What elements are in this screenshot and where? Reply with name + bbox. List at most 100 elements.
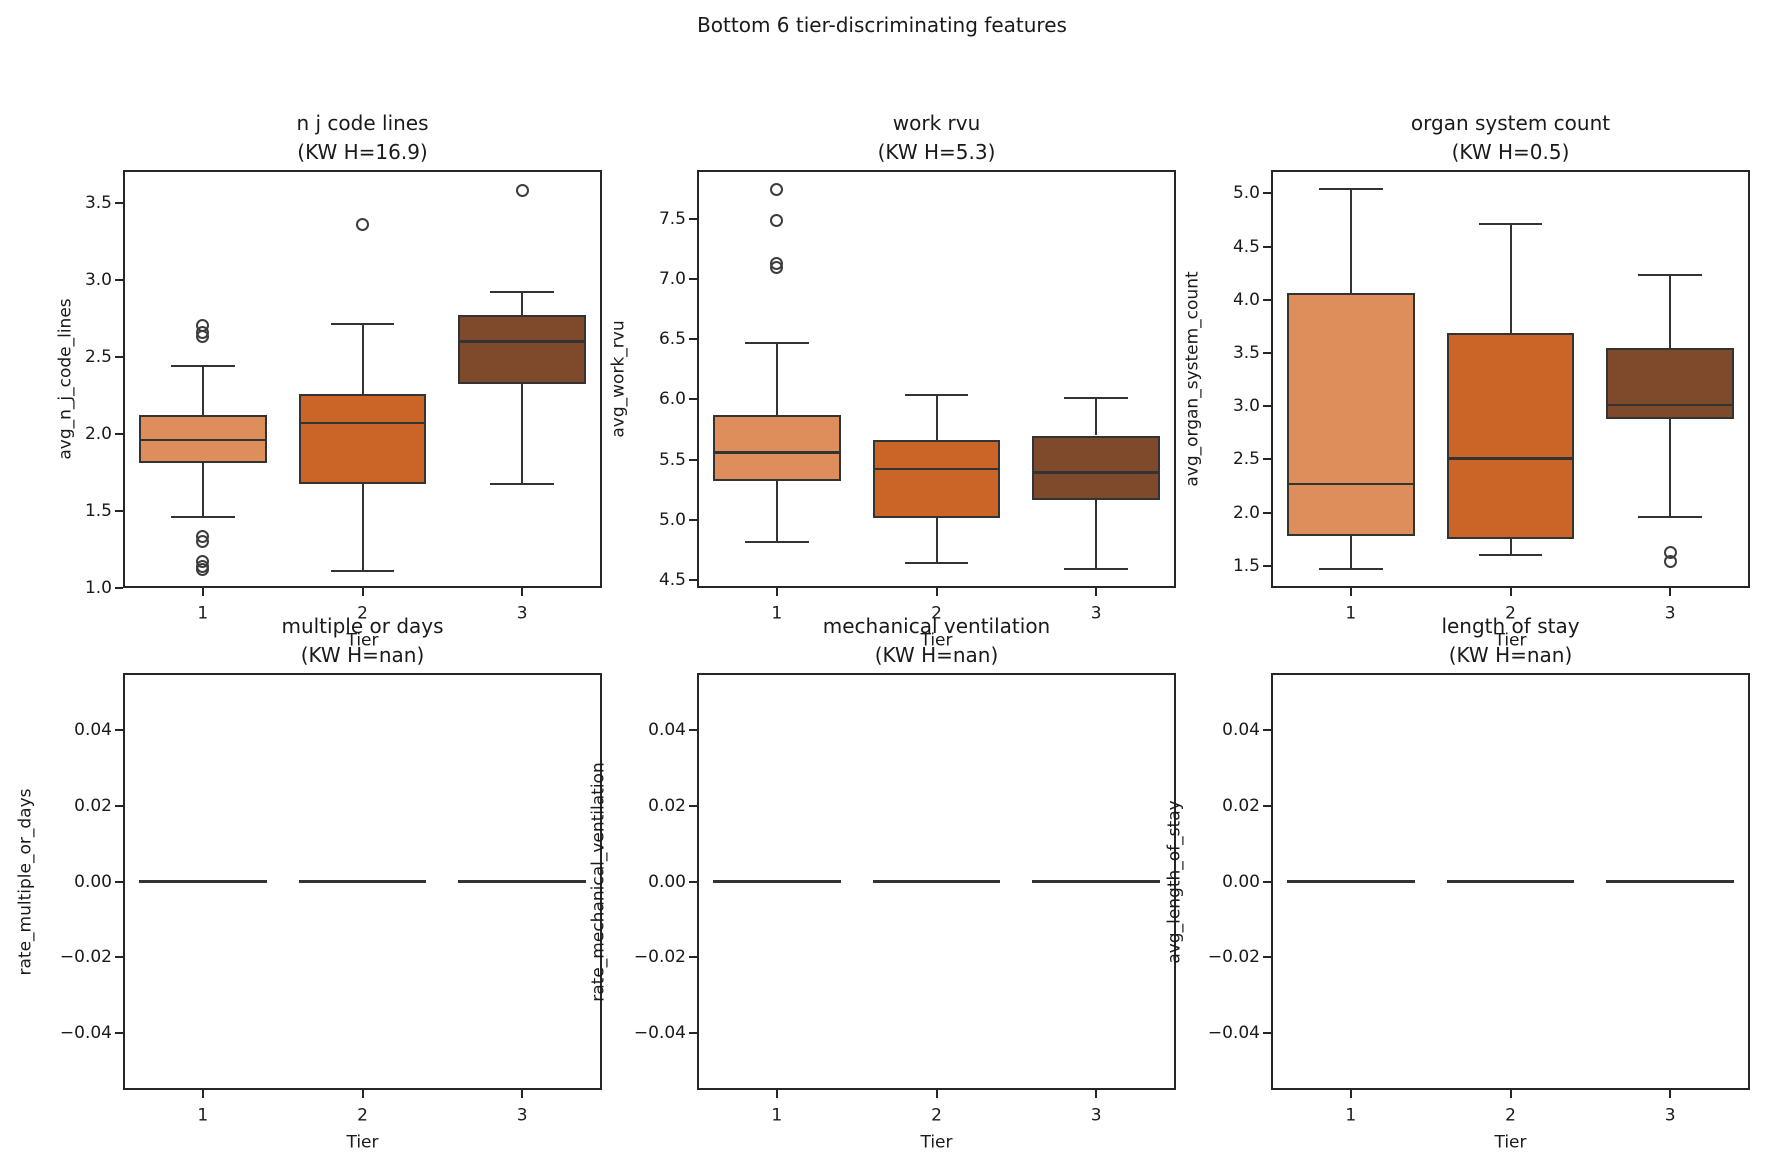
box-whisker <box>1095 500 1098 569</box>
box-whisker <box>1509 539 1512 556</box>
whisker-cap <box>904 561 969 564</box>
whisker-cap <box>1064 397 1129 400</box>
y-tick-label: 6.0 <box>658 389 686 410</box>
y-tick-label: 2.5 <box>1232 449 1260 470</box>
x-tick-mark <box>775 1090 778 1098</box>
y-tick-label: 4.5 <box>658 569 686 590</box>
y-tick-mark <box>115 956 123 959</box>
y-tick-mark <box>1263 405 1271 408</box>
y-tick-label: 4.0 <box>1232 289 1260 310</box>
subplot-subtitle: (KW H=nan) <box>1448 643 1573 667</box>
whisker-cap <box>744 541 809 544</box>
whisker-cap <box>170 364 235 367</box>
x-tick-label: 2 <box>357 1105 368 1126</box>
x-tick-mark <box>521 588 524 596</box>
y-tick-label: 0.04 <box>74 719 112 740</box>
x-tick-mark <box>935 1090 938 1098</box>
y-tick-mark <box>115 804 123 807</box>
flat-zero-line <box>1446 880 1575 883</box>
box-whisker <box>361 324 364 394</box>
box-whisker <box>1095 398 1098 436</box>
x-tick-mark <box>1349 1090 1352 1098</box>
y-tick-label: 2.5 <box>84 346 112 367</box>
outlier-point <box>770 213 784 227</box>
flat-zero-line <box>1032 880 1160 883</box>
y-tick-label: 0.04 <box>648 719 686 740</box>
outlier-point <box>770 260 784 274</box>
y-tick-label: 1.5 <box>84 500 112 521</box>
y-tick-label: 0.00 <box>74 871 112 892</box>
y-tick-mark <box>1263 245 1271 248</box>
box-whisker <box>521 292 524 316</box>
x-tick-label: 1 <box>1345 603 1357 624</box>
flat-zero-line <box>139 880 267 883</box>
y-tick-label: −0.02 <box>59 947 112 968</box>
y-tick-mark <box>689 278 697 281</box>
median-line <box>1032 471 1160 474</box>
y-tick-label: 3.0 <box>84 269 112 290</box>
y-tick-mark <box>1263 458 1271 461</box>
subplot-title: multiple or days <box>281 614 444 638</box>
whisker-cap <box>490 483 555 486</box>
x-tick-mark <box>1095 1090 1098 1098</box>
figure-suptitle: Bottom 6 tier-discriminating features <box>697 13 1067 37</box>
median-line <box>1606 403 1734 407</box>
flat-zero-line <box>872 880 1001 883</box>
flat-zero-line <box>298 880 427 883</box>
x-axis-label: Tier <box>1494 630 1527 651</box>
y-tick-mark <box>1263 880 1271 883</box>
y-tick-mark <box>1263 351 1271 354</box>
x-tick-mark <box>361 588 364 596</box>
x-tick-mark <box>1669 588 1672 596</box>
x-tick-label: 2 <box>1505 1105 1516 1126</box>
median-line <box>1287 482 1415 485</box>
x-axis-label: Tier <box>346 630 379 651</box>
whisker-cap <box>1638 515 1703 518</box>
y-tick-mark <box>115 1032 123 1035</box>
box-whisker <box>1509 224 1512 333</box>
box-whisker <box>1349 189 1352 294</box>
y-tick-mark <box>115 509 123 512</box>
outlier-point <box>356 217 369 231</box>
y-tick-label: 2.0 <box>84 423 112 444</box>
x-axis-label: Tier <box>1494 1132 1527 1153</box>
x-tick-mark <box>1095 588 1098 596</box>
box-whisker <box>361 484 364 571</box>
y-tick-label: −0.02 <box>633 947 686 968</box>
y-tick-label: 0.04 <box>1222 719 1260 740</box>
y-tick-mark <box>1263 192 1271 195</box>
whisker-cap <box>1478 554 1543 556</box>
subplot-subtitle: (KW H=nan) <box>300 643 425 667</box>
x-tick-label: 3 <box>1090 603 1102 624</box>
x-tick-mark <box>201 1090 204 1098</box>
y-tick-label: 1.0 <box>84 577 112 598</box>
whisker-cap <box>1064 567 1129 570</box>
x-axis-label: Tier <box>346 1132 379 1153</box>
flat-zero-line <box>458 880 586 883</box>
x-tick-label: 1 <box>771 603 783 624</box>
y-tick-label: −0.04 <box>633 1023 686 1044</box>
box-rect <box>1606 347 1734 419</box>
y-tick-mark <box>115 201 123 204</box>
whisker-cap <box>1318 567 1383 570</box>
y-tick-label: 3.5 <box>84 192 112 213</box>
box-rect <box>298 393 427 485</box>
y-tick-label: 5.5 <box>658 449 686 470</box>
y-tick-mark <box>689 458 697 461</box>
y-tick-mark <box>1263 804 1271 807</box>
x-tick-label: 3 <box>1090 1105 1102 1126</box>
whisker-cap <box>904 393 969 396</box>
y-tick-mark <box>115 880 123 883</box>
x-tick-mark <box>1349 588 1352 596</box>
y-tick-mark <box>689 218 697 221</box>
x-tick-mark <box>1669 1090 1672 1098</box>
x-tick-label: 3 <box>1664 1105 1676 1126</box>
subplot-subtitle: (KW H=nan) <box>874 643 999 667</box>
y-tick-label: 3.0 <box>1232 396 1260 417</box>
flat-zero-line <box>1287 880 1415 883</box>
y-tick-label: 3.5 <box>1232 342 1260 363</box>
box-rect <box>458 315 586 385</box>
x-tick-label: 3 <box>516 1105 528 1126</box>
box-whisker <box>775 343 778 416</box>
